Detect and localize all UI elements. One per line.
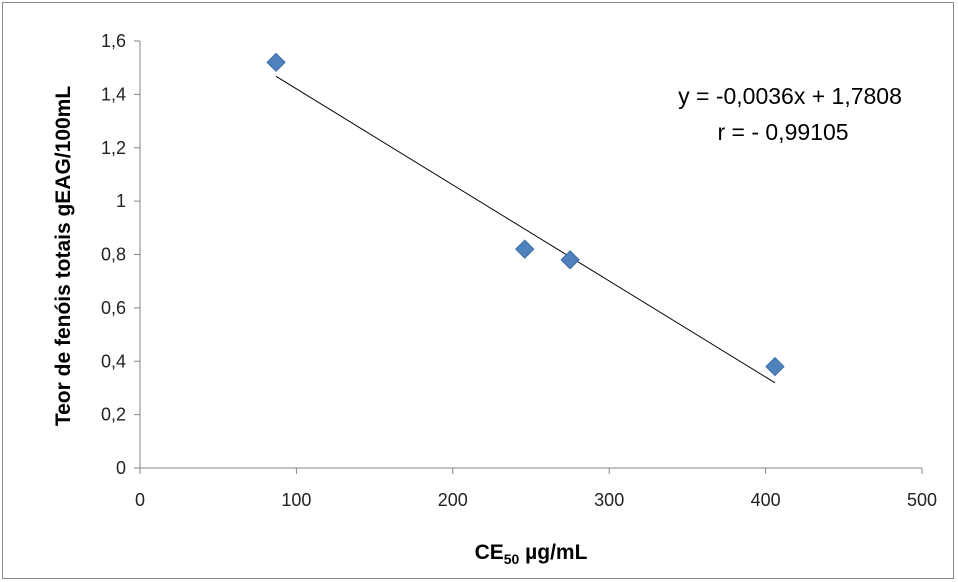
data-point xyxy=(515,239,535,259)
x-tick-label: 200 xyxy=(438,490,468,510)
r-value-annotation: r = - 0,99105 xyxy=(717,119,848,145)
y-tick-label: 0,8 xyxy=(101,245,126,265)
x-tick-label: 0 xyxy=(135,490,145,510)
y-tick-label: 1 xyxy=(116,191,126,211)
x-tick-label: 100 xyxy=(281,490,311,510)
x-axis-title-unit: µg/mL xyxy=(519,541,587,564)
data-point xyxy=(765,356,785,377)
trendline xyxy=(275,75,776,384)
y-axis-title: Teor de fenóis totais gEAG/100mL xyxy=(52,86,75,427)
data-point xyxy=(266,52,286,73)
equation-annotation: y = -0,0036x + 1,7808 xyxy=(678,83,902,109)
x-axis-title-subscript: 50 xyxy=(504,551,520,567)
x-tick-label: 400 xyxy=(751,490,781,510)
data-points xyxy=(266,52,785,377)
y-tick-label: 0,6 xyxy=(101,298,126,318)
data-point xyxy=(560,250,580,270)
y-tick-label: 0 xyxy=(116,458,126,478)
tick-labels: 0 0,2 0,4 0,6 0,8 1 1,2 1,4 1,6 0 100 200 300 400 500 xyxy=(101,31,937,510)
x-axis-title-main: CE xyxy=(475,541,504,564)
x-axis-title: CE50 µg/mL xyxy=(475,541,588,567)
x-tick-label: 300 xyxy=(594,490,624,510)
y-tick-label: 1,4 xyxy=(101,84,126,104)
y-tick-label: 0,2 xyxy=(101,405,126,425)
x-tick-label: 500 xyxy=(907,490,937,510)
y-tick-label: 0,4 xyxy=(101,351,126,371)
axes xyxy=(134,40,923,474)
y-tick-label: 1,6 xyxy=(101,31,126,51)
y-tick-label: 1,2 xyxy=(101,138,126,158)
